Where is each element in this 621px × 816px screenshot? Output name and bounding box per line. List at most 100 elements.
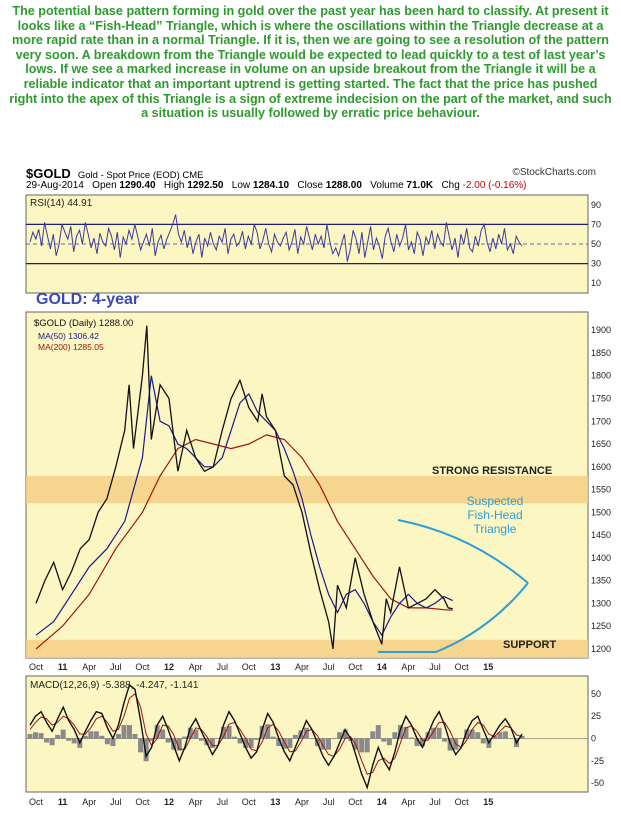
macd-hist-bar (519, 735, 525, 739)
price-tick-label: 1400 (591, 553, 611, 563)
macd-x-tick-label: Oct (348, 797, 363, 807)
macd-tick-label: -25 (591, 756, 604, 766)
macd-panel: MACD(12,26,9) -5.388, -4.247, -1.141 -50… (25, 675, 604, 807)
macd-hist-bar (414, 738, 420, 747)
macd-x-tick-label: Jul (216, 797, 228, 807)
macd-hist-bar (237, 738, 243, 744)
price-axis: 1200 1250 1300 1350 1400 1450 1500 1550 1600 1650… (591, 325, 611, 654)
price-tick-label: 1650 (591, 439, 611, 449)
macd-hist-bar (187, 727, 193, 739)
rsi-tick-label: 10 (591, 278, 601, 288)
macd-hist-bar (154, 725, 160, 739)
chg-value: -2.00 (-0.16%) (462, 180, 527, 191)
triangle-annotation-line3: Triangle (474, 522, 517, 536)
zone-band (26, 475, 588, 504)
macd-hist-bar (287, 738, 293, 748)
close-value: 1288.00 (325, 180, 362, 191)
macd-x-tick-label: 14 (377, 797, 387, 807)
low-label: Low (231, 180, 251, 191)
macd-x-tick-label: Apr (189, 797, 203, 807)
rsi-tick-label: 90 (591, 200, 601, 210)
ma50-legend: MA(50) 1306.42 (38, 331, 99, 341)
macd-hist-bar (115, 734, 121, 739)
high-value: 1292.50 (187, 180, 224, 191)
macd-hist-bar (326, 738, 332, 750)
macd-hist-bar (138, 738, 144, 753)
ohlc-row: 29-Aug-2014 Open 1290.40 High 1292.50 Lo… (26, 180, 596, 194)
price-x-tick-label: 13 (270, 662, 280, 672)
macd-x-tick-label: 13 (270, 797, 280, 807)
macd-x-tick-label: Oct (455, 797, 470, 807)
macd-x-tick-label: Jul (323, 797, 335, 807)
macd-hist-bar (458, 738, 464, 739)
macd-hist-bar (182, 736, 188, 739)
macd-hist-bar (55, 734, 61, 739)
macd-hist-bar (248, 738, 254, 748)
price-tick-label: 1350 (591, 576, 611, 586)
macd-hist-bar (226, 725, 232, 739)
price-legend: $GOLD (Daily) 1288.00 (34, 318, 133, 329)
macd-x-tick-label: Apr (295, 797, 309, 807)
price-tick-label: 1600 (591, 462, 611, 472)
macd-x-tick-label: Jul (429, 797, 441, 807)
macd-hist-bar (276, 738, 282, 747)
macd-hist-bar (331, 738, 337, 739)
instrument-name: Gold - Spot Price (EOD) CME (77, 170, 204, 181)
macd-x-tick-label: 15 (483, 797, 493, 807)
macd-hist-bar (392, 732, 398, 739)
price-zones (26, 475, 588, 658)
rsi-line (29, 214, 523, 262)
macd-hist-bar (176, 738, 182, 751)
price-x-tick-label: Apr (295, 662, 309, 672)
price-line (35, 325, 453, 650)
source-link[interactable]: ©StockCharts.com (512, 167, 596, 178)
macd-hist-bar (143, 738, 149, 762)
date: 29-Aug-2014 (26, 180, 84, 191)
price-tick-label: 1850 (591, 348, 611, 358)
macd-hist-bar (381, 738, 387, 742)
macd-hist-bar (193, 729, 199, 739)
macd-tick-label: 50 (591, 689, 601, 699)
rsi-axis: 10 30 50 70 90 (591, 200, 601, 288)
macd-hist-bar (469, 729, 475, 739)
macd-hist-bar (82, 735, 88, 739)
macd-hist-bar (232, 736, 238, 739)
macd-legend: MACD(12,26,9) -5.388, -4.247, -1.141 (30, 680, 199, 691)
triangle-annotation-line1: Suspected (467, 494, 524, 508)
support-label: SUPPORT (503, 639, 556, 651)
macd-hist-bar (265, 724, 271, 739)
open-value: 1290.40 (119, 180, 156, 191)
macd-hist-bar (49, 738, 55, 746)
triangle-upper-line (397, 519, 529, 584)
macd-x-tick-label: 12 (164, 797, 174, 807)
macd-hist-bar (480, 738, 486, 744)
macd-hist-bar (303, 727, 309, 739)
macd-hist-bar (127, 725, 133, 739)
price-x-tick-label: 14 (377, 662, 387, 672)
macd-hist-bar (431, 727, 437, 739)
volume-value: 71.0K (406, 180, 434, 191)
macd-x-tick-label: 11 (58, 797, 68, 807)
price-x-tick-label: Apr (82, 662, 96, 672)
ma200-line (35, 434, 453, 650)
price-x-axis: Oct 11 Apr Jul Oct 12 Apr Jul Oct 13 Apr Jul Oct 14 Ap… (29, 662, 493, 672)
chg-label: Chg (441, 180, 460, 191)
macd-hist-bar (104, 738, 110, 745)
macd-hist-bar (364, 738, 370, 753)
macd-hist-bar (160, 729, 166, 739)
macd-hist-bar (198, 738, 204, 741)
macd-hist-bar (220, 726, 226, 739)
macd-hist-bar (408, 737, 414, 739)
price-tick-label: 1700 (591, 416, 611, 426)
open-label: Open (92, 180, 117, 191)
price-tick-label: 1550 (591, 485, 611, 495)
macd-hist-bar (353, 738, 359, 750)
price-x-tick-label: Jul (110, 662, 122, 672)
macd-hist-bar (337, 732, 343, 739)
macd-hist-bar (292, 734, 298, 739)
price-x-tick-label: 15 (483, 662, 493, 672)
macd-hist-bar (215, 738, 221, 739)
macd-hist-bar (99, 735, 105, 739)
macd-hist-bar (508, 738, 514, 739)
price-x-tick-label: Oct (242, 662, 257, 672)
